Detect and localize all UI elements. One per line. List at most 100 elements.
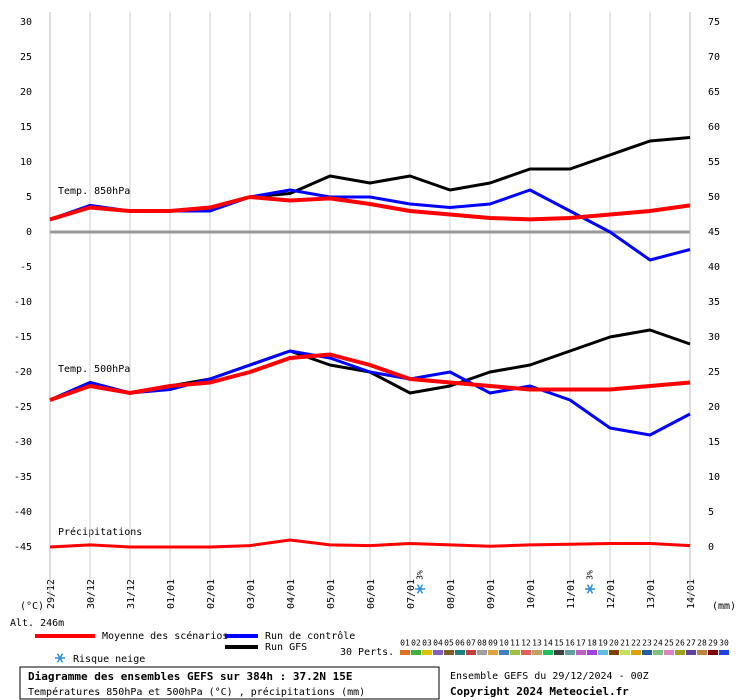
y-tick-label: -40 bbox=[14, 507, 32, 518]
snow-legend: Risque neige bbox=[73, 654, 145, 665]
pert-swatch bbox=[576, 650, 586, 655]
line-500 bbox=[49, 352, 691, 402]
line-850 bbox=[49, 195, 691, 222]
x-tick-label: 07/01 bbox=[406, 579, 417, 609]
pert-label: 23 bbox=[642, 639, 652, 648]
x-tick-label: 29/12 bbox=[46, 579, 57, 609]
pert-label: 15 bbox=[554, 639, 564, 648]
pert-swatch bbox=[521, 650, 531, 655]
run-info: Ensemble GEFS du 29/12/2024 - 00Z bbox=[450, 671, 649, 682]
y2-tick-label: 75 bbox=[708, 17, 720, 28]
pert-swatch bbox=[543, 650, 553, 655]
altitude: Alt. 246m bbox=[10, 618, 64, 629]
y2-unit: (mm) bbox=[712, 601, 736, 612]
pert-label: 24 bbox=[653, 639, 663, 648]
chart-title: Diagramme des ensembles GEFS sur 384h : … bbox=[28, 670, 353, 683]
pert-label: 27 bbox=[686, 639, 696, 648]
pert-label: 29 bbox=[708, 639, 718, 648]
x-tick-label: 30/12 bbox=[86, 579, 97, 609]
y-tick-label: 5 bbox=[26, 192, 32, 203]
x-tick-label: 14/01 bbox=[686, 579, 697, 609]
y-tick-label: -30 bbox=[14, 437, 32, 448]
pert-label: 30 bbox=[719, 639, 729, 648]
y-tick-label: -25 bbox=[14, 402, 32, 413]
precip-line bbox=[49, 538, 691, 549]
title-box bbox=[19, 666, 440, 700]
pert-swatch bbox=[411, 650, 421, 655]
pert-label: 25 bbox=[664, 639, 674, 648]
pert-label: 28 bbox=[697, 639, 707, 648]
pert-label: 08 bbox=[477, 639, 487, 648]
pert-label: 06 bbox=[455, 639, 465, 648]
y2-tick-label: 70 bbox=[708, 52, 720, 63]
y-tick-label: -20 bbox=[14, 367, 32, 378]
pert-label: 18 bbox=[587, 639, 597, 648]
pert-swatch bbox=[653, 650, 663, 655]
x-tick-label: 11/01 bbox=[566, 579, 577, 609]
y2-tick-label: 40 bbox=[708, 262, 720, 273]
label-850: Temp. 850hPa bbox=[58, 186, 130, 197]
perts-label: 30 Perts. bbox=[340, 647, 394, 658]
y2-tick-label: 65 bbox=[708, 87, 720, 98]
y2-tick-label: 30 bbox=[708, 332, 720, 343]
y2-tick-label: 50 bbox=[708, 192, 720, 203]
pert-label: 05 bbox=[444, 639, 454, 648]
y-tick-label: -35 bbox=[14, 472, 32, 483]
pert-label: 11 bbox=[510, 639, 520, 648]
legend-label: Run de contrôle bbox=[265, 630, 355, 642]
pert-swatch bbox=[422, 650, 432, 655]
label-precip: Précipitations bbox=[58, 526, 142, 538]
pert-label: 21 bbox=[620, 639, 630, 648]
y-tick-label: 15 bbox=[20, 122, 32, 133]
x-tick-label: 31/12 bbox=[126, 579, 137, 609]
x-tick-label: 12/01 bbox=[606, 579, 617, 609]
pert-label: 07 bbox=[466, 639, 476, 648]
pert-label: 13 bbox=[532, 639, 542, 648]
x-tick-label: 05/01 bbox=[326, 579, 337, 609]
pert-swatch bbox=[444, 650, 454, 655]
pert-label: 17 bbox=[576, 639, 586, 648]
y-tick-label: -5 bbox=[20, 262, 32, 273]
pert-swatch bbox=[642, 650, 652, 655]
pert-swatch bbox=[587, 650, 597, 655]
y-tick-label: -15 bbox=[14, 332, 32, 343]
y-unit: (°C) bbox=[20, 601, 44, 612]
y-tick-label: 30 bbox=[20, 17, 32, 28]
pert-label: 19 bbox=[598, 639, 608, 648]
x-tick-label: 08/01 bbox=[446, 579, 457, 609]
pert-swatch bbox=[664, 650, 674, 655]
x-tick-label: 06/01 bbox=[366, 579, 377, 609]
pert-swatch bbox=[675, 650, 685, 655]
pert-swatch bbox=[609, 650, 619, 655]
pert-swatch bbox=[620, 650, 630, 655]
pert-swatch bbox=[719, 650, 729, 655]
copyright: Copyright 2024 Meteociel.fr bbox=[450, 685, 629, 698]
pert-label: 14 bbox=[543, 639, 553, 648]
pert-swatch bbox=[455, 650, 465, 655]
y-tick-label: 10 bbox=[20, 157, 32, 168]
y2-tick-label: 15 bbox=[708, 437, 720, 448]
legend-label: Moyenne des scénarios bbox=[102, 630, 228, 642]
pert-label: 26 bbox=[675, 639, 685, 648]
pert-swatch bbox=[400, 650, 410, 655]
pert-swatch bbox=[708, 650, 718, 655]
y2-tick-label: 10 bbox=[708, 472, 720, 483]
pert-label: 04 bbox=[433, 639, 443, 648]
pert-label: 01 bbox=[400, 639, 410, 648]
pert-swatch bbox=[532, 650, 542, 655]
y2-tick-label: 60 bbox=[708, 122, 720, 133]
y-tick-label: 25 bbox=[20, 52, 32, 63]
snow-label: 3% bbox=[416, 570, 425, 580]
chart-subtitle: Températures 850hPa et 500hPa (°C) , pré… bbox=[28, 686, 365, 698]
label-500: Temp. 500hPa bbox=[58, 364, 130, 375]
pert-swatch bbox=[598, 650, 608, 655]
snow-label: 3% bbox=[586, 570, 595, 580]
pert-label: 16 bbox=[565, 639, 575, 648]
pert-swatch bbox=[510, 650, 520, 655]
x-tick-label: 09/01 bbox=[486, 579, 497, 609]
snow-legend-icon bbox=[56, 653, 64, 663]
y-tick-label: 0 bbox=[26, 227, 32, 238]
pert-swatch bbox=[697, 650, 707, 655]
pert-swatch bbox=[565, 650, 575, 655]
